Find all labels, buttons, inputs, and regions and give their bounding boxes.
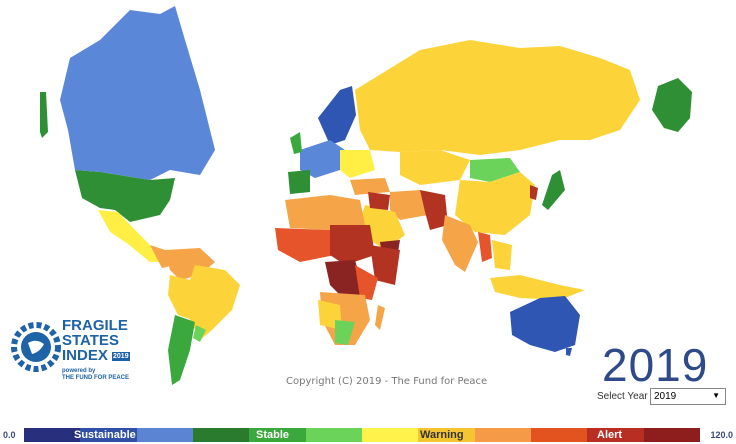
scale-segment-3 [192, 428, 250, 442]
year-select-dropdown[interactable]: 2019 ▼ [650, 388, 726, 405]
logo-line-1: FRAGILE [62, 317, 128, 334]
region-north-africa[interactable] [285, 195, 365, 230]
region-russia[interactable] [355, 40, 640, 155]
region-mongolia[interactable] [470, 158, 520, 182]
copyright-text: Copyright (C) 2019 - The Fund for Peace [286, 376, 488, 387]
region-greenland[interactable] [652, 78, 692, 132]
region-afghanistan-pakistan[interactable] [420, 190, 448, 230]
region-western-europe[interactable] [300, 140, 345, 178]
region-mexico[interactable] [98, 210, 160, 262]
region-canada[interactable] [60, 6, 215, 180]
region-india[interactable] [442, 215, 478, 272]
region-syria-iraq[interactable] [368, 192, 390, 210]
region-usa[interactable] [75, 170, 175, 222]
region-alaska[interactable] [40, 92, 48, 138]
region-horn-of-africa[interactable] [370, 245, 400, 285]
gear-globe-icon [11, 322, 61, 372]
scale-segment-6 [361, 428, 419, 442]
scale-segment-0 [24, 428, 81, 442]
region-uk[interactable] [290, 132, 302, 154]
region-australia[interactable] [510, 296, 580, 352]
scale-category-stable: Stable [256, 429, 290, 441]
logo-line-2: STATES [62, 332, 119, 349]
scale-segment-7 [418, 428, 475, 442]
region-japan[interactable] [542, 170, 565, 210]
scale-max-label: 120.0 [710, 430, 733, 440]
scale-segment-2 [136, 428, 193, 442]
region-central-africa[interactable] [325, 260, 365, 300]
region-korea[interactable] [530, 185, 538, 200]
select-year-label: Select Year [597, 391, 648, 402]
region-east-africa[interactable] [355, 265, 378, 300]
region-tasmania[interactable] [566, 348, 572, 356]
scale-segment-8 [474, 428, 531, 442]
scale-segment-1 [80, 428, 137, 442]
region-brazil[interactable] [185, 265, 240, 340]
logo-year-badge: 2019 [112, 351, 130, 361]
scale-segment-11 [643, 428, 700, 442]
logo-line-3: INDEX 2019 [62, 347, 130, 364]
scale-segment-5 [305, 428, 362, 442]
chevron-down-icon: ▼ [712, 391, 720, 400]
scale-category-warning: Warning [420, 429, 464, 441]
region-uruguay[interactable] [193, 325, 206, 342]
region-chile-argentina[interactable] [168, 315, 195, 385]
year-display: 2019 [602, 339, 709, 391]
scale-segment-4 [249, 428, 306, 442]
region-kazakhstan[interactable] [400, 150, 470, 185]
region-myanmar[interactable] [478, 232, 492, 262]
scale-segment-9 [530, 428, 588, 442]
region-southeast-asia[interactable] [492, 240, 512, 270]
fsi-logo-text: FRAGILE STATES INDEX 2019 [62, 318, 130, 364]
scale-color-bar [24, 428, 700, 442]
world-map[interactable] [0, 0, 736, 420]
region-china[interactable] [455, 172, 535, 235]
region-indonesia[interactable] [490, 275, 585, 300]
logo-powered-by: powered by THE FUND FOR PEACE [62, 368, 130, 381]
scale-category-sustainable: Sustainable [74, 429, 136, 441]
fsi-logo [10, 318, 140, 388]
region-madagascar[interactable] [375, 305, 385, 330]
region-scandinavia[interactable] [318, 86, 356, 145]
region-sahel-central[interactable] [330, 225, 375, 265]
region-iran[interactable] [390, 190, 428, 220]
scale-min-label: 0.0 [3, 430, 16, 440]
region-eastern-europe[interactable] [340, 150, 375, 178]
year-select-value: 2019 [654, 391, 677, 402]
region-west-africa[interactable] [275, 228, 335, 262]
scale-segment-10 [587, 428, 644, 442]
region-iberia[interactable] [288, 170, 310, 194]
region-peru-bolivia[interactable] [168, 275, 192, 320]
scale-category-alert: Alert [597, 429, 623, 441]
fragility-scale-legend: 0.0 Sustainable Stable Warning Alert 120… [0, 428, 736, 444]
region-turkey[interactable] [350, 178, 390, 195]
region-south-africa[interactable] [335, 320, 355, 345]
